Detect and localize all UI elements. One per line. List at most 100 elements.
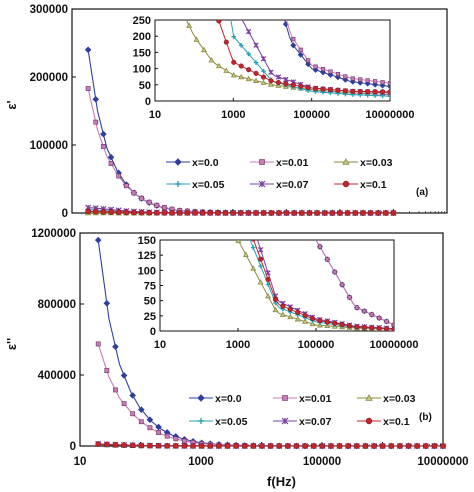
inset-data-point: [291, 37, 296, 42]
inset-data-point: [298, 83, 304, 89]
inset-data-point: [373, 79, 378, 84]
inset-data-point: [350, 88, 356, 94]
inset-data-point: [283, 81, 289, 87]
data-point: [276, 443, 283, 449]
inset-data-point: [377, 315, 382, 321]
inset-data-point: [335, 71, 341, 77]
data-point: [353, 443, 360, 449]
data-point: [107, 153, 115, 161]
inset-data-point: [261, 68, 266, 74]
inset-data-point: [335, 87, 341, 93]
data-point: [95, 341, 101, 347]
data-point: [129, 392, 136, 399]
inset-data-point: [365, 89, 371, 95]
inset-data-point: [245, 28, 252, 35]
legend-item-x-0-05: x=0.05: [189, 416, 248, 428]
inset-data-point: [332, 320, 338, 326]
data-point: [360, 210, 366, 216]
inset-data-point: [208, 57, 215, 63]
legend-item-x-0-03: x=0.03: [357, 393, 416, 405]
x-tick-label: 10000000: [417, 456, 468, 468]
data-point: [284, 443, 291, 449]
inset-plot: 0 50 100 150 200 250 10 1000 100000 10000000: [133, 15, 415, 121]
inset-data-point: [313, 64, 318, 69]
data-point: [207, 210, 214, 216]
legend-item-x-0-01: x=0.01: [273, 393, 332, 405]
inset-y-tick-label: 100: [133, 64, 151, 76]
y-tick-label: 1200000: [31, 228, 76, 240]
data-point: [192, 210, 198, 216]
legend-item-x-0-05: x=0.05: [166, 179, 225, 191]
inset-frame: [154, 19, 391, 102]
inset-data-point: [242, 251, 249, 257]
legend-item-x-0-03: x=0.03: [334, 157, 393, 169]
data-point: [293, 443, 300, 449]
inset-data-point: [339, 322, 345, 328]
y-tick-label: 100000: [30, 140, 68, 152]
inset-data-point: [357, 88, 363, 94]
legend: x=0.0 x=0.01 x=0.03 x=0.05 x=0.07 x=0.1: [166, 157, 393, 191]
legend-label: x=0.0: [192, 157, 219, 169]
inset-series-x-0-01: [315, 240, 394, 328]
data-point: [336, 443, 343, 449]
data-point: [253, 210, 259, 216]
x-tick-label: 100000: [303, 456, 341, 468]
data-point: [345, 443, 352, 449]
inset-data-point: [327, 87, 334, 93]
data-point: [129, 442, 136, 449]
inset-data-point: [387, 93, 390, 99]
data-point: [298, 210, 305, 216]
y-tick-label: 0: [62, 208, 68, 220]
inset-data-point: [365, 78, 370, 83]
y-axis-label: ε': [4, 100, 19, 109]
inset-data-point: [369, 325, 375, 331]
data-point: [259, 443, 265, 449]
inset-data-point: [361, 324, 367, 330]
y-tick-label: 800000: [38, 299, 76, 311]
data-point: [169, 210, 175, 216]
inset-data-point: [384, 319, 389, 324]
inset-y-tick-label: 0: [150, 326, 156, 338]
inset-data-point: [290, 82, 296, 88]
inset-data-point: [283, 76, 289, 83]
inset-data-point: [350, 76, 355, 81]
panel-label: (b): [419, 412, 432, 423]
data-point: [94, 236, 102, 244]
inset-data-point: [260, 74, 267, 80]
inset-data-point: [186, 22, 193, 28]
inset-data-point: [358, 77, 363, 82]
data-point: [319, 443, 326, 449]
inset-data-point: [245, 75, 252, 82]
data-point: [267, 443, 274, 449]
data-point: [85, 86, 91, 91]
legend-marker: [197, 394, 205, 402]
data-point: [337, 210, 343, 216]
data-point: [198, 443, 205, 449]
data-point: [283, 210, 290, 216]
data-point: [388, 443, 395, 449]
inset-data-point: [305, 61, 312, 68]
legend-label: x=0.05: [215, 416, 248, 428]
inset-data-point: [275, 74, 282, 80]
x-axis-label: f(Hz): [267, 474, 296, 489]
inset-data-point: [332, 269, 337, 275]
inset-data-point: [231, 59, 237, 65]
inset-y-tick-label: 125: [138, 250, 156, 262]
data-point: [120, 372, 128, 379]
inset-data-point: [253, 70, 259, 76]
legend-item-x-0-0: x=0.0: [189, 393, 242, 405]
inset-data-point: [317, 318, 323, 324]
data-point: [302, 443, 308, 449]
inset-data-point: [298, 47, 303, 52]
inset-data-point: [325, 257, 330, 262]
inset-data-point: [309, 316, 316, 322]
legend-marker: [281, 417, 289, 425]
legend-marker: [282, 395, 288, 401]
data-point: [414, 443, 420, 449]
inset-data-point: [369, 312, 374, 317]
data-point: [156, 430, 161, 435]
series-x-0-1: [95, 441, 446, 449]
inset-y-tick-label: 50: [144, 296, 156, 308]
inset-data-point: [253, 60, 259, 65]
data-point: [314, 210, 320, 216]
